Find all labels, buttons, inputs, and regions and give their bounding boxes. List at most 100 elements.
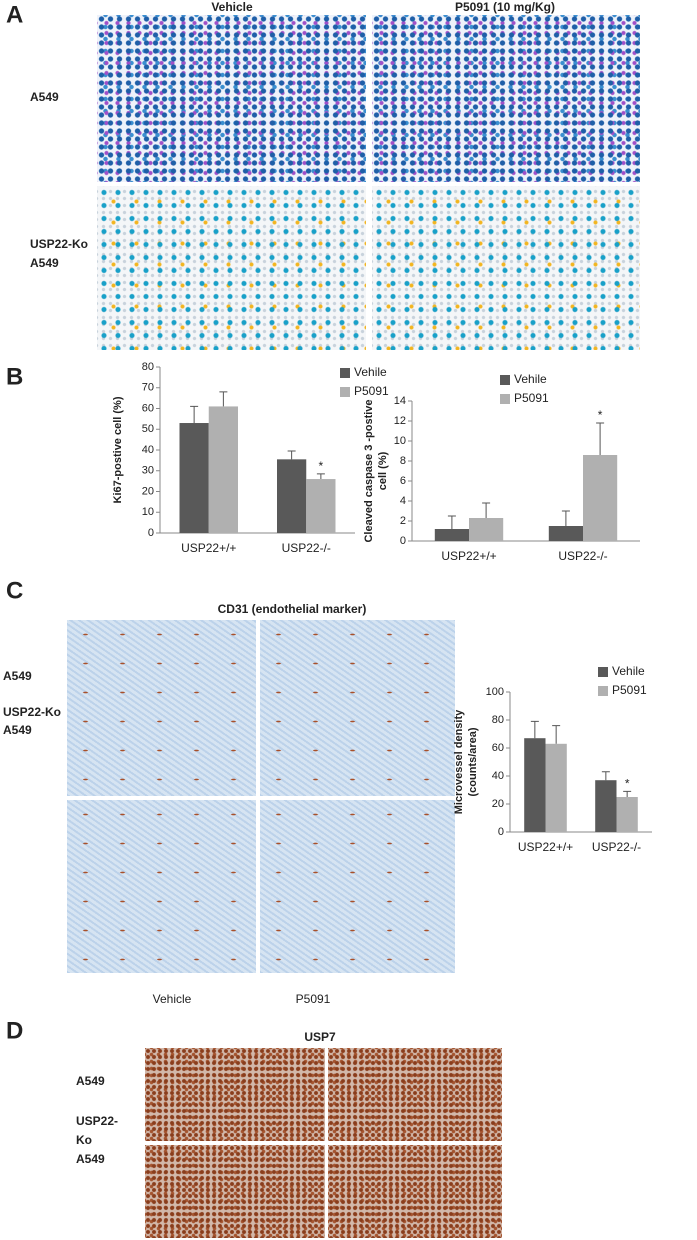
- y-tick-label: 0: [148, 527, 154, 539]
- y-axis-label: Ki67-postive cell (%): [112, 396, 124, 503]
- micrograph: [97, 15, 366, 182]
- panel-label: B: [6, 363, 23, 390]
- bar: [306, 479, 336, 533]
- y-tick-label: 0: [400, 535, 406, 547]
- row-label: A549: [76, 1152, 105, 1166]
- micrograph: [67, 800, 256, 973]
- y-tick-label: 20: [492, 798, 504, 810]
- y-tick-label: 50: [142, 423, 154, 435]
- error-bar: [316, 473, 325, 480]
- column-label: P5091: [296, 992, 331, 1006]
- y-tick-label: 20: [142, 485, 154, 497]
- panel-title: CD31 (endothelial marker): [218, 602, 367, 616]
- error-bar: [561, 510, 570, 526]
- legend-label: Vehile: [514, 372, 547, 386]
- legend-swatch: [598, 686, 608, 696]
- legend-label: P5091: [354, 384, 389, 398]
- y-tick-label: 14: [394, 395, 406, 407]
- y-tick-label: 100: [486, 686, 504, 698]
- micrograph: [260, 800, 455, 973]
- x-tick-label: USP22+/+: [441, 549, 496, 563]
- y-tick-label: 80: [142, 361, 154, 373]
- bar: [277, 459, 307, 533]
- panel-title: USP7: [304, 1030, 336, 1044]
- legend-label: Vehile: [354, 365, 387, 379]
- legend-label: P5091: [514, 391, 549, 405]
- bar: [434, 529, 469, 541]
- row-label: A549: [3, 669, 32, 683]
- bar: [616, 797, 638, 832]
- legend-swatch: [340, 368, 350, 378]
- column-label: P5091 (10 mg/Kg): [455, 0, 555, 14]
- legend-swatch: [500, 375, 510, 385]
- micrograph: [372, 15, 640, 182]
- error-bar: [190, 405, 199, 424]
- y-tick-label: 40: [492, 770, 504, 782]
- micrograph: [260, 620, 455, 796]
- y-tick-label: 4: [400, 495, 406, 507]
- row-label: USP22-: [76, 1114, 118, 1128]
- y-axis-label: (counts/area): [467, 727, 479, 796]
- row-label: Ko: [76, 1133, 92, 1147]
- error-bar: [623, 790, 632, 797]
- y-tick-label: 70: [142, 382, 154, 394]
- y-tick-label: 0: [498, 826, 504, 838]
- micrograph: [372, 186, 640, 350]
- annotation: *: [625, 777, 630, 791]
- x-tick-label: USP22+/+: [518, 840, 573, 854]
- bar: [548, 526, 583, 541]
- bar: [179, 423, 209, 533]
- bar: [545, 743, 567, 832]
- column-label: Vehicle: [153, 992, 192, 1006]
- bar: [524, 738, 546, 832]
- y-axis-label: Microvessel density: [453, 709, 465, 814]
- row-label: USP22-Ko: [3, 705, 61, 719]
- micrograph: [328, 1048, 502, 1141]
- error-bar: [287, 450, 296, 460]
- bar: [595, 780, 617, 832]
- legend-swatch: [598, 667, 608, 677]
- y-tick-label: 12: [394, 415, 406, 427]
- y-axis-label: Cleaved caspase 3 -postive: [363, 399, 375, 542]
- x-tick-label: USP22-/-: [558, 549, 607, 563]
- legend-swatch: [340, 387, 350, 397]
- error-bar: [530, 720, 539, 739]
- row-label: A549: [30, 256, 59, 270]
- annotation: *: [598, 408, 603, 422]
- error-bar: [552, 725, 561, 744]
- legend-swatch: [500, 394, 510, 404]
- annotation: *: [319, 459, 324, 473]
- error-bar: [601, 771, 610, 781]
- y-tick-label: 60: [492, 742, 504, 754]
- y-tick-label: 80: [492, 714, 504, 726]
- y-axis-label: cell (%): [377, 451, 389, 490]
- legend-label: Vehile: [612, 664, 645, 678]
- y-tick-label: 10: [142, 506, 154, 518]
- legend-label: P5091: [612, 683, 647, 697]
- row-label: A549: [76, 1074, 105, 1088]
- panel-label: D: [6, 1017, 23, 1044]
- x-tick-label: USP22+/+: [181, 541, 236, 555]
- micrograph: [145, 1048, 325, 1141]
- error-bar: [482, 502, 491, 518]
- row-label: USP22-Ko: [30, 237, 88, 251]
- column-label: Vehicle: [211, 0, 253, 14]
- micrograph: [67, 620, 256, 796]
- x-tick-label: USP22-/-: [592, 840, 641, 854]
- x-tick-label: USP22-/-: [282, 541, 331, 555]
- row-label: A549: [30, 90, 59, 104]
- y-tick-label: 2: [400, 515, 406, 527]
- error-bar: [219, 391, 228, 407]
- y-tick-label: 30: [142, 465, 154, 477]
- micrograph: [328, 1145, 502, 1238]
- bar: [208, 406, 238, 533]
- bar: [469, 518, 504, 541]
- y-tick-label: 8: [400, 455, 406, 467]
- bar: [583, 455, 618, 541]
- row-label: A549: [3, 723, 32, 737]
- panel-label: C: [6, 577, 23, 604]
- micrograph: [97, 186, 366, 350]
- error-bar: [596, 422, 605, 455]
